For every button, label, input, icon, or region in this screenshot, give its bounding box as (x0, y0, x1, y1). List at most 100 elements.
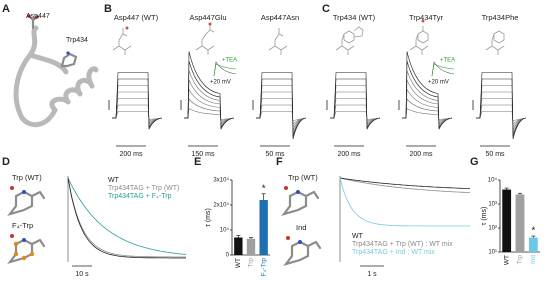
atom (22, 190, 26, 194)
scale-label: 150 ms (192, 151, 215, 158)
legend-entry: WT (108, 177, 120, 184)
trace-family (476, 72, 527, 140)
x-tick-label: WT (235, 258, 242, 268)
molecule-bond (112, 40, 132, 55)
bar (502, 189, 512, 252)
inset-trace (431, 63, 455, 77)
y-tick-label: 2x10⁴ (213, 202, 229, 209)
scale-label: 10 s (75, 271, 89, 278)
molecule-bond (341, 30, 355, 44)
molecule-label: F₄-Trp (12, 221, 33, 230)
significance-mark: * (531, 226, 535, 237)
atom (298, 240, 302, 244)
molecule-bond (268, 40, 288, 55)
molecule-bond (118, 28, 128, 41)
molecule-label: Trp (WT) (288, 173, 318, 182)
y-tick-label: 10² (488, 226, 497, 232)
panel-title: Asp447 (WT) (114, 13, 159, 22)
stick-model (283, 240, 322, 266)
panel-title: Trp434Tyr (409, 13, 443, 22)
decay-trace (67, 177, 186, 258)
current-trace (402, 107, 453, 120)
panel-letter: C (322, 3, 330, 15)
trace-family (330, 72, 381, 130)
decay-trace (67, 177, 186, 259)
decay-trace (339, 177, 470, 227)
current-trace (256, 72, 307, 140)
stick-model (281, 190, 320, 216)
current-trace (256, 111, 307, 122)
molecule-label: Trp (WT) (12, 173, 42, 182)
molecule (335, 26, 364, 55)
panel-title: Trp434Phe (482, 13, 519, 22)
current-trace (330, 111, 381, 120)
panel-letter: A (2, 3, 10, 15)
current-trace (330, 72, 381, 130)
atom (296, 190, 300, 194)
scale-label: 50 ms (265, 151, 285, 158)
residue-label: Asp447 (26, 13, 50, 20)
panel-letter: G (470, 156, 479, 168)
protein-structure (13, 14, 99, 128)
molecule-label: Ind (296, 223, 306, 232)
significance-mark: * (262, 183, 266, 194)
molecule-bond (274, 28, 284, 41)
current-trace (402, 88, 453, 124)
current-trace (184, 51, 235, 130)
current-trace (476, 85, 527, 134)
scale-label: 200 ms (338, 151, 361, 158)
molecule (485, 30, 505, 55)
inset-label: +TEA (222, 58, 237, 64)
atom (286, 236, 290, 240)
inset-trace (431, 61, 455, 77)
panel-title: Asp447Asn (261, 13, 299, 22)
atom (208, 22, 212, 26)
molecule-bond (491, 30, 505, 44)
current-trace (184, 88, 235, 124)
decay-trace (67, 177, 187, 255)
current-trace (256, 78, 307, 137)
atom (284, 186, 288, 190)
panel-letter: D (2, 156, 10, 168)
atom (10, 234, 14, 238)
current-trace (184, 107, 235, 120)
atom (13, 241, 19, 247)
molecule-bond (195, 40, 215, 55)
scale-label: 50 ms (485, 151, 505, 158)
atom (21, 255, 27, 261)
inset-label: +20 mV (428, 80, 449, 86)
current-trace (476, 111, 527, 122)
legend-entry: Trp434TAG + Trp (WT) (108, 185, 179, 192)
panel-letter: E (194, 156, 201, 168)
molecule-bond (353, 26, 364, 38)
atom (421, 19, 425, 23)
molecule (112, 28, 132, 55)
y-tick-label: 10⁴ (488, 177, 498, 184)
x-tick-label: Ind (530, 255, 537, 264)
bar (234, 237, 243, 255)
molecule-bond (415, 30, 429, 44)
x-tick-label: Trp (517, 255, 524, 265)
y-tick-label: 10³ (488, 202, 497, 208)
legend-entry: Trp434TAG + F₄-Trp (108, 193, 172, 200)
molecule (268, 28, 288, 55)
bar (259, 200, 268, 255)
bar (246, 238, 256, 255)
x-tick-label: F₄-Trp (260, 258, 267, 277)
atom (10, 186, 14, 190)
scale-label: 200 ms (410, 151, 433, 158)
atom (125, 26, 129, 30)
atom (22, 238, 26, 242)
y-axis-label: τ (ms) (481, 207, 488, 226)
y-axis-label: τ (ms) (205, 208, 212, 227)
inset-label: +20 mV (210, 80, 231, 86)
x-tick-label: Trp (248, 258, 255, 268)
x-tick-label: WT (503, 255, 510, 265)
inset-trace (213, 63, 237, 77)
current-trace (476, 72, 527, 140)
current-trace (402, 51, 453, 130)
legend-entry: Trp434TAG + Trp (WT) : WT mix (352, 241, 453, 248)
inset-label: +TEA (440, 58, 455, 64)
